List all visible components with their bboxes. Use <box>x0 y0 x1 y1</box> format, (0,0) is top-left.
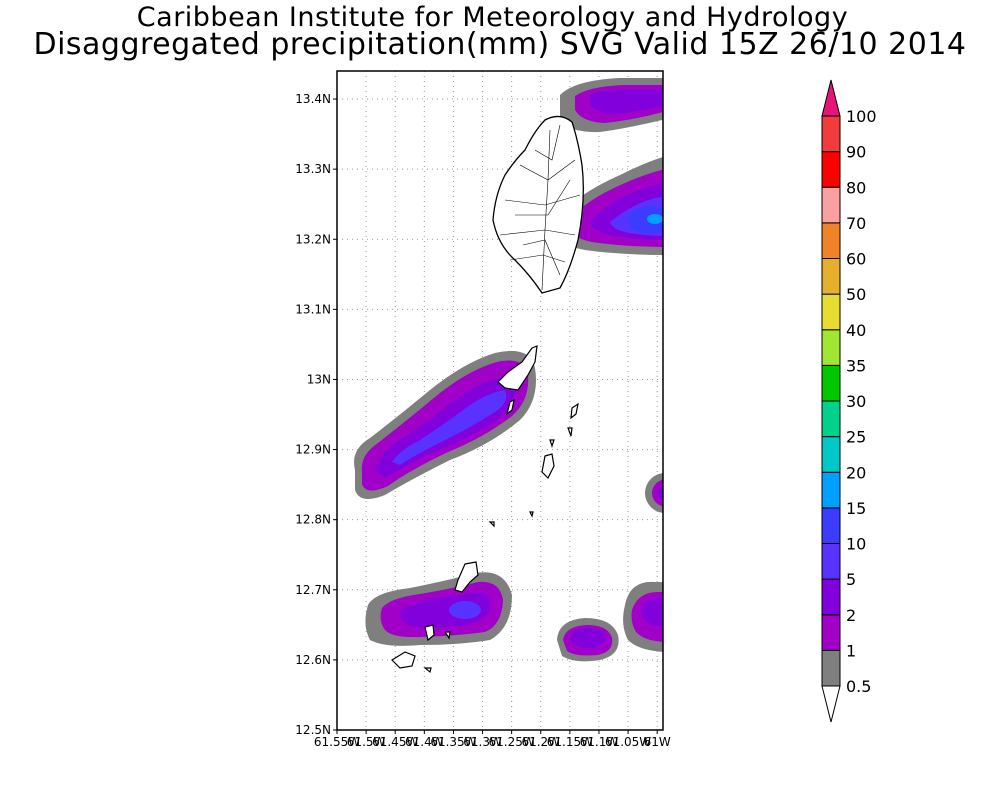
lat-tick-label: 13.3N <box>295 162 331 176</box>
lon-tick-label: 61.1W <box>580 735 619 749</box>
colorbar-swatch <box>821 436 841 473</box>
lon-tick-label: 61W <box>644 735 671 749</box>
colorbar-label: 35 <box>846 356 866 375</box>
colorbar-swatch <box>821 258 841 295</box>
colorbar-bottom-arrow <box>821 685 841 723</box>
colorbar-label: 70 <box>846 214 866 233</box>
lat-tick-label: 12.7N <box>295 583 331 597</box>
colorbar-swatch <box>821 222 841 259</box>
lon-tick-label: 61.55W <box>314 735 360 749</box>
colorbar-label: 2 <box>846 606 856 625</box>
colorbar-label: 0.5 <box>846 677 871 696</box>
precip-area-central <box>354 350 536 499</box>
precipitation-field <box>354 78 663 674</box>
lat-tick-label: 12.5N <box>295 723 331 737</box>
colorbar-swatch <box>821 400 841 438</box>
lat-tick-label: 12.9N <box>295 443 331 457</box>
colorbar-swatch <box>821 649 841 687</box>
colorbar-label: 5 <box>846 570 856 589</box>
colorbar-label: 100 <box>846 107 877 126</box>
lat-tick-label: 13.1N <box>295 302 331 316</box>
colorbar-label: 60 <box>846 250 866 269</box>
latitude-axis: 13.4N 13.3N 13.2N 13.1N 13N 12.9N 12.8N 12.7N 12… <box>295 92 337 737</box>
precip-area-east <box>555 156 663 255</box>
lat-tick-label: 13N <box>307 372 331 386</box>
colorbar-label: 50 <box>846 285 866 304</box>
lon-tick-label: 61.25W <box>489 735 535 749</box>
lon-tick-label: 61.45W <box>372 735 418 749</box>
colorbar-label: 15 <box>846 499 866 518</box>
colorbar-swatch <box>821 543 841 580</box>
colorbar-label: 25 <box>846 428 866 447</box>
lon-tick-label: 61.15W <box>547 735 593 749</box>
colorbar-swatch <box>821 329 841 366</box>
colorbar-swatch <box>821 293 841 331</box>
chart-title: Caribbean Institute for Meteorology and … <box>136 2 849 33</box>
lon-tick-label: 61.2W <box>521 735 560 749</box>
colorbar-swatch <box>821 471 841 509</box>
lon-tick-label: 61.35W <box>430 735 476 749</box>
colorbar-label: 40 <box>846 321 866 340</box>
colorbar-top-arrow <box>821 79 841 117</box>
colorbar-swatch <box>821 364 841 402</box>
colorbar-label: 10 <box>846 535 866 554</box>
colorbar-label: 80 <box>846 178 866 197</box>
colorbar-label: 20 <box>846 463 866 482</box>
precip-area-south-central <box>557 618 619 662</box>
lon-tick-label: 61.3W <box>463 735 502 749</box>
colorbar-swatch <box>821 507 841 544</box>
lon-tick-label: 61.5W <box>347 735 386 749</box>
chart-subtitle: Disaggregated precipitation(mm) SVG Vali… <box>33 27 967 62</box>
lat-tick-label: 13.4N <box>295 92 331 106</box>
precip-area-northeast-top <box>560 78 663 133</box>
precip-area-southeast <box>623 581 663 652</box>
island-st-vincent <box>492 115 584 294</box>
precip-area-east-small <box>645 473 663 513</box>
colorbar-swatch <box>821 614 841 651</box>
colorbar-label: 90 <box>846 143 866 162</box>
colorbar-label: 30 <box>846 392 866 411</box>
colorbar-swatch <box>821 578 841 616</box>
lon-tick-label: 61.05W <box>605 735 651 749</box>
precip-area-southwest <box>365 572 512 646</box>
island-grenadines <box>391 345 579 674</box>
lat-tick-label: 13.2N <box>295 232 331 246</box>
lat-tick-label: 12.6N <box>295 653 331 667</box>
longitude-axis: 61.55W61.5W61.45W61.4W61.35W61.3W61.25W6… <box>314 730 671 749</box>
colorbar-swatch <box>821 186 841 224</box>
lat-tick-label: 12.8N <box>295 513 331 527</box>
colorbar-swatch <box>821 115 841 153</box>
colorbar-swatch <box>821 151 841 188</box>
plot-frame <box>336 70 664 731</box>
colorbar-label: 1 <box>846 641 856 660</box>
lon-tick-label: 61.4W <box>405 735 444 749</box>
